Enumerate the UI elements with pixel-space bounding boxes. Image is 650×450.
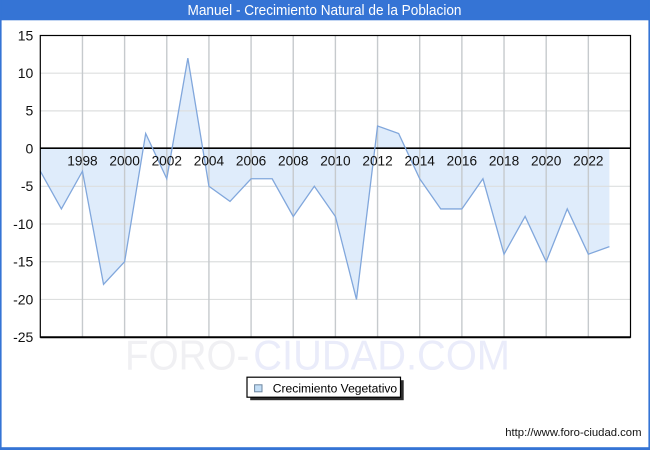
svg-text:2002: 2002 (152, 153, 183, 169)
svg-text:1998: 1998 (67, 153, 98, 169)
svg-text:2012: 2012 (362, 153, 393, 169)
svg-text:-25: -25 (13, 329, 33, 345)
svg-text:0: 0 (26, 140, 34, 156)
svg-text:-10: -10 (13, 216, 33, 232)
svg-text:2008: 2008 (278, 153, 309, 169)
svg-text:15: 15 (18, 27, 34, 43)
svg-text:CIUDAD.COM: CIUDAD.COM (253, 333, 510, 379)
svg-text:Crecimiento Vegetativo: Crecimiento Vegetativo (273, 382, 398, 396)
svg-text:FORO-: FORO- (125, 333, 249, 379)
svg-text:2016: 2016 (447, 153, 478, 169)
svg-text:2020: 2020 (531, 153, 562, 169)
svg-text:2004: 2004 (194, 153, 225, 169)
svg-text:-20: -20 (13, 291, 33, 307)
svg-text:10: 10 (18, 65, 34, 81)
svg-text:-5: -5 (21, 178, 34, 194)
svg-text:http://www.foro-ciudad.com: http://www.foro-ciudad.com (505, 427, 641, 439)
svg-text:-15: -15 (13, 254, 33, 270)
svg-text:2010: 2010 (320, 153, 351, 169)
svg-text:2018: 2018 (489, 153, 520, 169)
svg-text:Manuel - Crecimiento Natural d: Manuel - Crecimiento Natural de la Pobla… (188, 3, 462, 19)
svg-text:5: 5 (26, 103, 34, 119)
svg-text:2000: 2000 (109, 153, 140, 169)
svg-text:2006: 2006 (236, 153, 267, 169)
svg-text:2022: 2022 (573, 153, 604, 169)
svg-text:2014: 2014 (405, 153, 436, 169)
